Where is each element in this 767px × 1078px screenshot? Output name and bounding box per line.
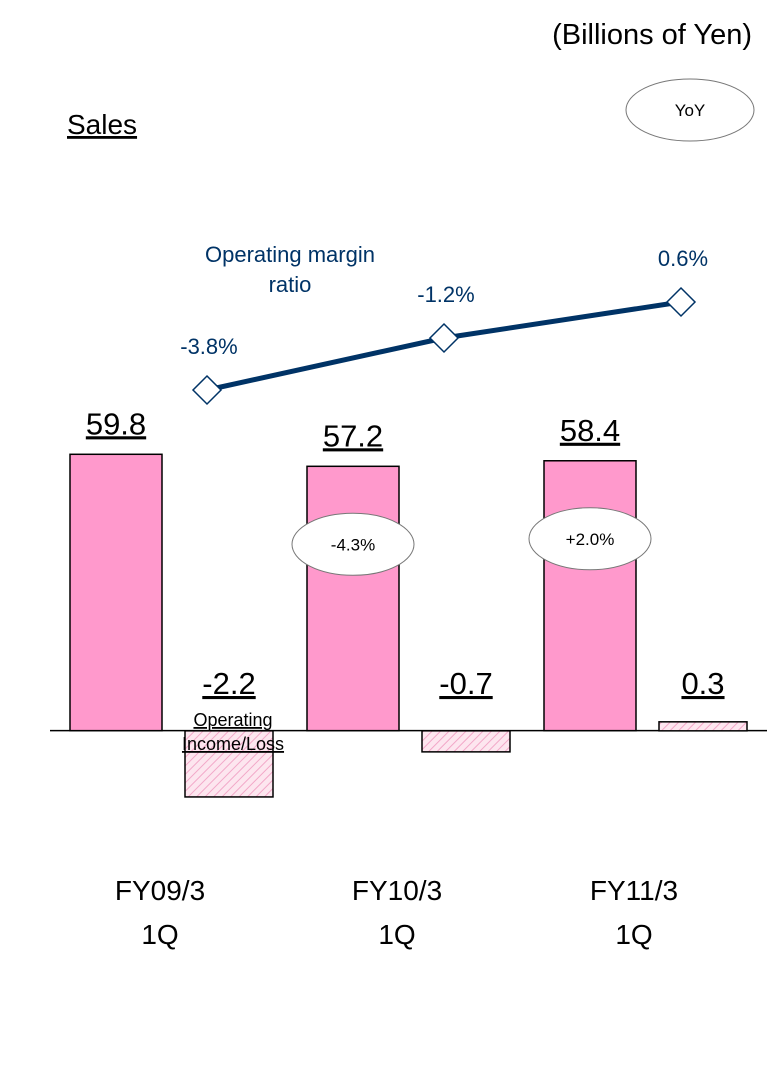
data-label: -1.2% [417, 282, 474, 307]
series-label: Operating margin ratio [205, 242, 375, 297]
data-label: 0.3 [681, 666, 724, 701]
marker [665, 286, 697, 318]
data-label: 59.8 [86, 406, 146, 441]
data-label: -2.2 [202, 666, 255, 701]
legend-label: YoY [675, 101, 706, 120]
marker [428, 322, 460, 354]
data-label: -0.7 [439, 666, 492, 701]
income-bar [421, 730, 511, 753]
yoy-label: +2.0% [566, 530, 615, 549]
sales-bar [543, 460, 637, 732]
sales-bar [306, 465, 400, 732]
sales-bar [69, 453, 163, 732]
unit-note: (Billions of Yen) [552, 19, 752, 51]
data-label: -3.8% [180, 334, 237, 359]
income-bar [184, 730, 274, 798]
yoy-badge [528, 507, 652, 571]
series-label: Sales [67, 109, 137, 140]
x-tick-label: FY10/3 1Q [352, 875, 442, 950]
legend-ellipse [625, 78, 755, 142]
data-label: 0.6% [658, 246, 708, 271]
x-tick-label: FY11/3 1Q [590, 875, 678, 950]
yoy-badge [291, 512, 415, 576]
yoy-label: -4.3% [331, 535, 375, 554]
data-label: 58.4 [560, 413, 620, 448]
data-label: 57.2 [323, 418, 383, 453]
x-tick-label: FY09/3 1Q [115, 875, 205, 950]
marker [191, 374, 223, 406]
series-label: Operating Income/Loss [182, 710, 284, 754]
income-bar [658, 721, 748, 732]
